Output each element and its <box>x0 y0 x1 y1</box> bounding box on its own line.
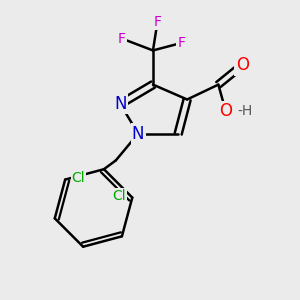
Text: N: N <box>114 95 127 113</box>
Text: F: F <box>177 36 185 50</box>
Text: N: N <box>132 125 144 143</box>
Text: O: O <box>219 102 232 120</box>
Text: -H: -H <box>237 104 252 118</box>
Text: Cl: Cl <box>112 189 126 203</box>
Text: Cl: Cl <box>72 171 85 185</box>
Text: F: F <box>118 32 126 46</box>
Text: O: O <box>236 56 249 74</box>
Text: F: F <box>153 15 161 29</box>
